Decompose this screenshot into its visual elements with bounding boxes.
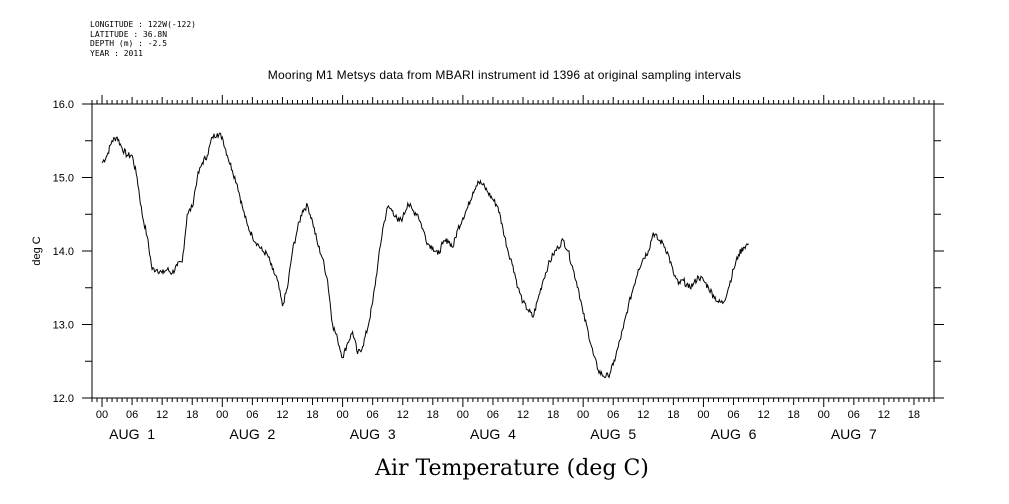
hour-label: 00	[336, 409, 348, 421]
hour-label: 06	[607, 409, 619, 421]
hour-label: 18	[547, 409, 559, 421]
y-tick-label: 16.0	[53, 99, 74, 111]
hour-label: 12	[757, 409, 769, 421]
x-axis-hour-labels: 00 06 12 18 00 06 12 18 00 06 12 18 00 06 12 18 00 06 12 18…	[96, 409, 920, 421]
plot-frame	[91, 103, 935, 399]
hour-label: 18	[667, 409, 679, 421]
air-temperature-line	[101, 132, 749, 379]
y-axis-labels: 12.0 13.0 14.0 15.0 16.0	[53, 99, 74, 405]
hour-label: 18	[186, 409, 198, 421]
metadata-block: LONGITUDE : 122W(-122) LATITUDE : 36.8N …	[90, 20, 196, 58]
depth-text: DEPTH (m) : -2.5	[90, 39, 168, 48]
hour-label: 18	[306, 409, 318, 421]
y-tick-label: 14.0	[53, 246, 74, 258]
hour-label: 18	[427, 409, 439, 421]
x-axis-ticks	[91, 95, 935, 407]
hour-label: 12	[637, 409, 649, 421]
y-axis-title: deg C	[31, 236, 43, 265]
hour-label: 12	[397, 409, 409, 421]
day-label: AUG 6	[711, 426, 757, 442]
day-label: AUG 5	[590, 426, 636, 442]
hour-label: 06	[487, 409, 499, 421]
hour-label: 12	[878, 409, 890, 421]
year-text: YEAR : 2011	[90, 48, 143, 58]
day-label: AUG 7	[831, 426, 877, 442]
latitude-text: LATITUDE : 36.8N	[90, 29, 168, 39]
hour-label: 06	[126, 409, 138, 421]
y-tick-label: 12.0	[53, 393, 74, 405]
hour-label: 00	[818, 409, 830, 421]
y-tick-label: 15.0	[53, 173, 74, 185]
x-axis-day-labels: AUG 1 AUG 2 AUG 3 AUG 4 AUG 5 AUG 6 AUG 7	[109, 426, 877, 442]
x-axis-title: Air Temperature (deg C)	[374, 456, 649, 481]
day-label: AUG 1	[109, 426, 155, 442]
longitude-text: LONGITUDE : 122W(-122)	[90, 20, 196, 29]
hour-label: 12	[156, 409, 168, 421]
y-tick-label: 13.0	[53, 320, 74, 332]
day-label: AUG 4	[470, 426, 516, 442]
hour-label: 12	[517, 409, 529, 421]
hour-label: 18	[788, 409, 800, 421]
hour-label: 06	[246, 409, 258, 421]
hour-label: 00	[216, 409, 228, 421]
hour-label: 06	[727, 409, 739, 421]
hour-label: 18	[908, 409, 920, 421]
hour-label: 12	[276, 409, 288, 421]
hour-label: 00	[457, 409, 469, 421]
y-axis-ticks	[82, 103, 944, 399]
day-label: AUG 2	[229, 426, 275, 442]
hour-label: 00	[697, 409, 709, 421]
chart-title: Mooring M1 Metsys data from MBARI instru…	[267, 68, 742, 82]
hour-label: 00	[96, 409, 108, 421]
day-label: AUG 3	[350, 426, 396, 442]
hour-label: 00	[577, 409, 589, 421]
hour-label: 06	[367, 409, 379, 421]
hour-label: 06	[848, 409, 860, 421]
